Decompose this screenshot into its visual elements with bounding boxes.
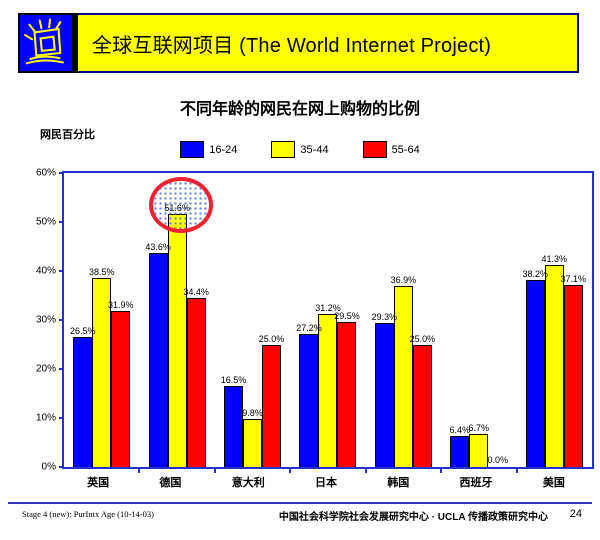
legend-item: 55-64 [362,141,420,158]
bar-value-label: 51.6% [164,203,190,214]
x-axis-category-labels: 英国 德国 意大利 日本 韩国 西班牙 美国 [62,474,590,490]
bar-16-24: 26.5% [70,326,95,467]
bar-16-24: 38.2% [522,269,548,467]
bar-35-44: 38.5% [89,267,114,467]
bar-16-24: 6.4% [450,425,470,467]
bar-value-label: 43.6% [145,242,171,253]
bar-value-label: 25.0% [258,333,285,344]
bar-value-label: 27.2% [296,322,322,333]
category-label: 日本 [314,477,337,489]
y-axis-tick-mark [59,466,64,468]
bar-35-44: 41.3% [541,254,567,467]
bar-35-44: 51.6% [149,177,214,467]
x-axis-tick-mark [213,467,216,473]
bar-55-64: 34.4% [183,287,209,467]
y-axis-tick-mark [59,319,64,321]
bar-55-64: 37.1% [560,274,586,467]
bar-55-64: 31.9% [108,300,133,467]
y-axis-tick-label: 10% [35,412,56,424]
footer-divider [8,502,592,504]
footer-left-text: Stage 4 (new): PurIntx Age (10-14-03) [22,509,154,519]
y-axis-tick-label: 20% [35,363,56,375]
bar-value-label: 41.3% [541,253,567,264]
bar-group: 16.5% 9.8% 25.0% [221,334,284,467]
legend-item: 35-44 [271,141,329,158]
bar-value-label: 0.0% [487,455,509,465]
x-axis-tick-mark [515,467,518,473]
y-axis-tick-mark [59,368,64,370]
bar-group: 38.2% 41.3% 37.1% [522,254,586,467]
header-title: 全球互联网项目 (The World Internet Project) [92,34,492,57]
y-axis-tick-label: 30% [35,314,56,326]
footer-center-text: 中国社会科学院社会发展研究中心 · UCLA 传播政策研究中心 [278,512,548,523]
bar-55-64: 29.5% [334,311,360,467]
bar-16-24: 16.5% [221,375,246,467]
y-axis-tick-mark [59,221,64,223]
legend-label: 55-64 [391,143,420,156]
bar-value-label: 25.0% [409,333,436,344]
bar-35-44: 36.9% [391,275,416,467]
bar-35-44: 31.2% [315,303,341,467]
bar-35-44: 9.8% [242,408,263,467]
legend-swatch [271,141,296,158]
bar-value-label: 16.5% [220,375,247,386]
bar-group: 27.2% 31.2% 29.5% [296,303,360,467]
shining-monitor-icon [18,13,78,73]
chart-title: 不同年龄的网民在网上购物的比例 [179,101,420,118]
category-label: 德国 [159,477,182,489]
bar-value-label: 31.2% [315,303,341,314]
y-axis-tick-mark [59,417,64,419]
bar-55-64: 25.0% [410,334,435,467]
bar-35-44: 6.7% [469,423,489,467]
bar-group: 26.5% 38.5% 31.9% [70,267,133,467]
y-axis-tick-label: 0% [41,461,56,473]
bar-groups: 26.5% 38.5% 31.9% 43.6% 51.6% 34.4% 16.5% 9.8% 2… [64,173,592,467]
bar-group: 6.4% 6.7% 0.0% [450,423,509,467]
bar-16-24: 43.6% [145,242,171,467]
category-label: 西班牙 [459,477,493,489]
bar-value-label: 31.9% [107,299,134,310]
x-axis-tick-mark [289,467,292,473]
y-axis-tick-label: 50% [35,216,56,228]
bar-group: 29.3% 36.9% 25.0% [372,275,435,467]
legend-swatch [362,141,387,158]
bar-value-label: 26.5% [69,326,96,337]
category-label: 意大利 [231,477,265,489]
y-axis-tick-mark [59,270,64,272]
legend: 16-24 35-44 55-64 [0,141,600,158]
bar-16-24: 29.3% [372,312,397,467]
bar-value-label: 29.3% [371,312,398,323]
bar-value-label: 6.4% [449,424,471,435]
bar-value-label: 34.4% [183,287,209,298]
legend-swatch [180,141,205,158]
legend-label: 35-44 [300,143,329,156]
y-axis-tick-label: 40% [35,265,56,277]
bar-55-64: 25.0% [259,334,284,467]
y-axis-title: 网民百分比 [40,129,95,141]
x-axis-tick-mark [138,467,141,473]
bar-group: 43.6% 51.6% 34.4% [145,177,214,467]
highlight-circle [149,177,214,234]
y-axis-tick-mark [59,172,64,174]
bar-value-label: 9.8% [242,407,263,418]
y-axis-tick-label: 60% [35,167,56,179]
bar-value-label: 37.1% [560,274,586,285]
header-banner: 全球互联网项目 (The World Internet Project) [18,13,579,73]
x-axis-tick-mark [440,467,443,473]
category-label: 美国 [542,477,565,489]
bar-16-24: 27.2% [296,323,322,467]
legend-label: 16-24 [209,143,238,156]
page-number: 24 [569,508,582,520]
bar-value-label: 6.7% [468,423,490,434]
bar-value-label: 36.9% [390,275,417,286]
bar-value-label: 38.5% [88,267,115,278]
x-axis-tick-mark [364,467,367,473]
bar-value-label: 38.2% [522,268,548,279]
bar-value-label: 29.5% [334,311,360,322]
category-label: 英国 [87,477,110,489]
category-label: 韩国 [387,477,410,489]
legend-item: 16-24 [180,141,237,158]
plot-area: 0% 10% 20% 30% 40% 50% 60% 26.5% 38.5% 31.9% 43.6%… [36,168,594,473]
